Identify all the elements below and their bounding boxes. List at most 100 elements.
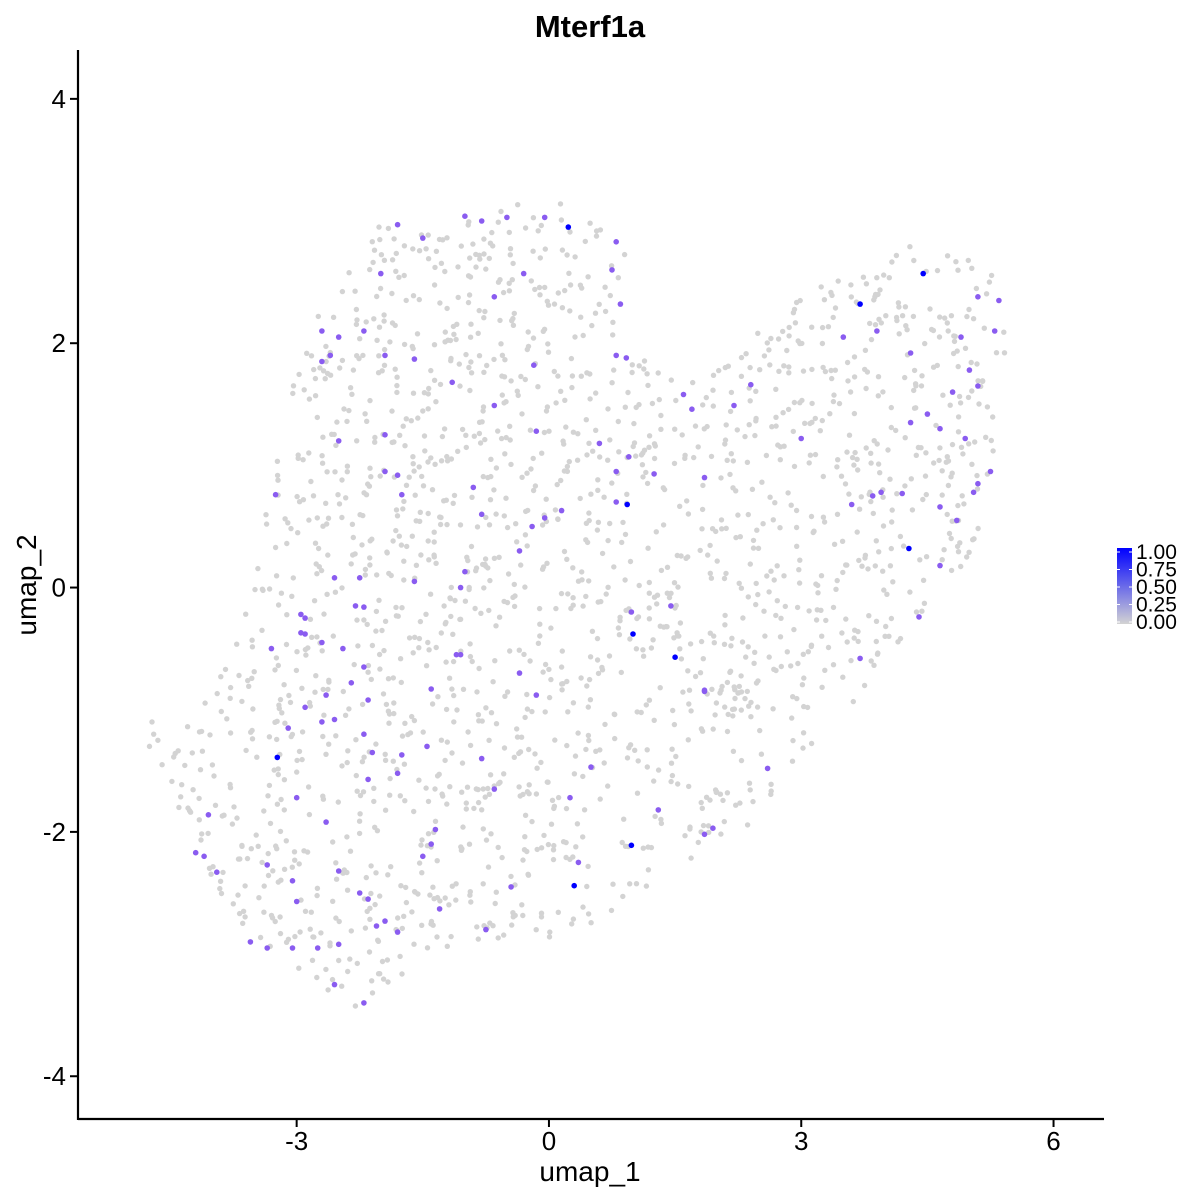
cell-point (437, 898, 443, 904)
expressing-cell-point (907, 419, 914, 426)
cell-point (854, 456, 860, 462)
cell-point (382, 757, 389, 763)
cell-point (822, 667, 828, 673)
cell-point (799, 397, 805, 404)
cell-point (674, 630, 680, 636)
cell-point (453, 881, 459, 887)
cell-point (397, 793, 403, 799)
cell-point (895, 300, 902, 306)
cell-point (555, 516, 561, 523)
cell-point (658, 426, 664, 432)
cell-point (234, 641, 240, 647)
cell-point (580, 773, 586, 780)
cell-point (565, 709, 571, 715)
cell-point (354, 617, 360, 623)
cell-point (507, 246, 514, 252)
cell-point (533, 791, 540, 797)
cell-point (580, 834, 586, 840)
cell-point (705, 552, 711, 558)
expressing-cell-point (937, 562, 943, 569)
cell-point (377, 285, 384, 292)
cell-point (834, 577, 840, 584)
cell-point (688, 855, 694, 861)
cell-point (589, 322, 595, 329)
cell-point (896, 304, 902, 310)
cell-point (421, 390, 428, 396)
cell-point (451, 331, 457, 337)
cell-point (800, 368, 807, 374)
cell-point (490, 923, 496, 929)
cell-point (533, 927, 539, 933)
cell-point (818, 284, 824, 290)
cell-point (344, 463, 351, 469)
expressing-cell-point (731, 402, 737, 409)
cell-point (703, 794, 710, 800)
cell-point (698, 638, 705, 645)
cell-point (770, 517, 776, 523)
cell-point (299, 729, 306, 735)
cell-point (425, 538, 431, 544)
cell-point (488, 710, 495, 716)
cell-point (250, 706, 256, 712)
cell-point (302, 908, 309, 914)
cell-point (423, 246, 429, 252)
cell-point (409, 533, 415, 539)
cell-point (275, 879, 281, 885)
cell-point (314, 571, 320, 577)
cell-point (794, 604, 801, 611)
cell-point (747, 398, 753, 404)
cell-point (399, 733, 406, 739)
cell-point (812, 415, 818, 422)
cell-point (685, 737, 691, 743)
cell-point (806, 608, 812, 614)
cell-point (570, 916, 577, 922)
cell-point (486, 607, 492, 614)
cell-point (537, 621, 543, 627)
cell-point (974, 361, 980, 367)
cell-point (699, 805, 705, 811)
cell-point (364, 418, 370, 424)
cell-point (913, 383, 919, 389)
cell-point (307, 616, 314, 622)
expressing-cell-point (878, 489, 884, 496)
cell-point (627, 636, 633, 642)
cell-point (343, 495, 349, 501)
cell-point (499, 854, 505, 861)
cell-point (547, 929, 553, 935)
cell-point (627, 742, 634, 748)
expressing-cell-point (335, 868, 342, 874)
cell-point (323, 751, 329, 757)
cell-point (630, 443, 636, 450)
cell-point (514, 734, 521, 740)
cell-point (540, 328, 546, 334)
cell-point (772, 500, 778, 506)
cell-point (444, 453, 450, 460)
cell-point (420, 729, 426, 735)
cell-point (713, 700, 720, 706)
cell-point (506, 288, 513, 294)
cell-point (169, 778, 175, 785)
cell-point (489, 229, 495, 236)
cell-point (274, 736, 280, 743)
cell-point (497, 317, 503, 324)
cell-point (242, 883, 248, 889)
cell-point (399, 925, 405, 932)
cell-point (564, 463, 571, 470)
cell-point (754, 704, 761, 710)
cell-point (474, 924, 480, 930)
cell-point (281, 777, 288, 783)
expressing-cell-point (432, 826, 439, 833)
cell-point (789, 715, 795, 721)
expressing-cell-point (319, 719, 325, 725)
cell-point (362, 925, 369, 931)
cell-point (951, 338, 958, 345)
cell-point (360, 789, 367, 795)
cell-point (558, 664, 565, 670)
cell-point (593, 427, 599, 433)
cell-point (199, 831, 205, 837)
cell-point (774, 598, 780, 604)
cell-point (371, 798, 377, 805)
cell-point (564, 742, 570, 749)
cell-point (599, 664, 605, 671)
cell-point (936, 334, 943, 340)
